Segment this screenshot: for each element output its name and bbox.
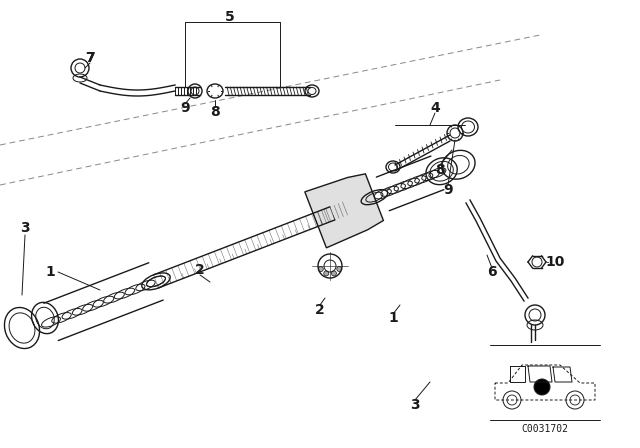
Text: 9: 9 [180,101,190,115]
Text: 7: 7 [85,51,95,65]
Circle shape [337,267,342,271]
Text: 3: 3 [410,398,420,412]
Circle shape [324,271,329,276]
Text: 2: 2 [195,263,205,277]
Text: 10: 10 [545,255,564,269]
Text: 3: 3 [20,221,30,235]
Polygon shape [305,174,383,248]
Text: 2: 2 [315,303,325,317]
Text: 1: 1 [45,265,55,279]
Circle shape [332,271,337,276]
Text: 8: 8 [435,163,445,177]
Text: 7: 7 [85,51,95,65]
Text: 8: 8 [210,105,220,119]
Text: 1: 1 [388,311,398,325]
Text: 6: 6 [487,265,497,279]
Text: 4: 4 [430,101,440,115]
Text: 5: 5 [225,10,235,24]
Circle shape [534,379,550,395]
Text: 9: 9 [443,183,453,197]
Circle shape [318,267,323,271]
Text: C0031702: C0031702 [522,424,568,434]
